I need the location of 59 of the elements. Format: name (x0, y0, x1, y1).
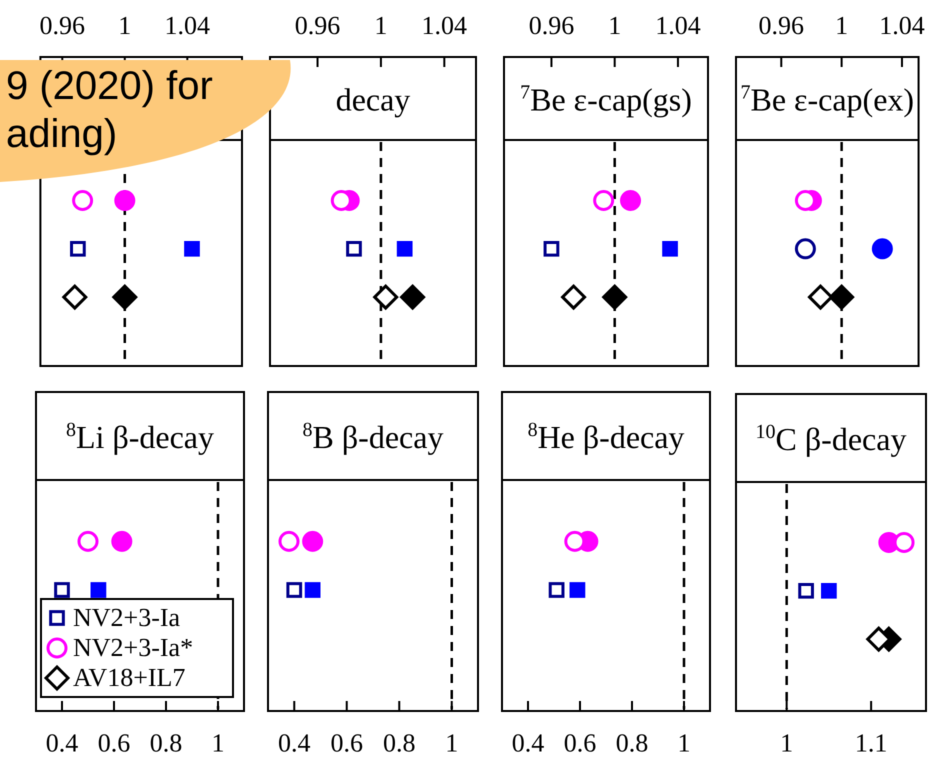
point (808, 284, 833, 310)
legend-label: NV2+3-Ia* (73, 632, 194, 662)
x-tick-label: 0.6 (330, 728, 363, 757)
point (821, 582, 837, 599)
x-tick-label: 1 (835, 11, 848, 40)
point (396, 240, 413, 257)
x-tick-label: 1.1 (854, 728, 888, 757)
point (78, 530, 98, 552)
x-tick-label: 1 (780, 728, 794, 757)
x-tick-label: 1.04 (164, 11, 210, 40)
point (184, 240, 200, 257)
point (111, 530, 132, 552)
point (114, 190, 136, 211)
x-tick-label: 1 (212, 728, 224, 757)
point (570, 582, 586, 598)
x-tick-label: 1 (608, 11, 622, 40)
legend-label: NV2+3-Ia (73, 602, 181, 632)
x-tick-label: 0.8 (616, 728, 648, 757)
point (544, 240, 560, 257)
x-tick-label: 0.8 (383, 728, 416, 757)
x-tick-label: 1.04 (655, 11, 701, 40)
point (829, 284, 854, 310)
x-tick-label: 1 (445, 728, 458, 757)
point (70, 240, 86, 257)
annotation: ading) (6, 111, 118, 158)
point (90, 582, 106, 598)
point (112, 284, 138, 310)
point (72, 190, 94, 211)
x-tick-label: 1 (678, 728, 690, 757)
point (794, 238, 816, 260)
point (373, 284, 398, 310)
point (662, 240, 678, 257)
point (54, 582, 70, 598)
chart-title: decay (336, 82, 410, 118)
point (62, 284, 88, 310)
x-tick-label: 0.96 (294, 11, 340, 40)
x-tick-label: 1 (118, 11, 132, 40)
point (346, 240, 362, 257)
x-tick-label: 1.04 (422, 11, 468, 40)
x-tick-label: 0.4 (512, 728, 544, 757)
x-tick-label: 0.96 (528, 11, 574, 40)
x-tick-label: 0.96 (40, 11, 86, 40)
point (400, 284, 426, 310)
x-tick-label: 0.6 (564, 728, 596, 757)
point (872, 238, 893, 260)
x-tick-label: 0.6 (98, 728, 130, 757)
x-tick-label: 1.04 (879, 11, 925, 40)
x-tick-label: 0.8 (150, 728, 182, 757)
point (620, 190, 642, 211)
point (561, 284, 586, 310)
point (548, 582, 564, 598)
point (798, 582, 814, 599)
point (602, 284, 628, 310)
x-tick-label: 0.4 (278, 728, 310, 757)
legend-label: AV18+IL7 (73, 662, 186, 692)
x-tick-label: 0.96 (758, 11, 804, 40)
x-tick-label: 1 (374, 11, 388, 40)
point (593, 190, 614, 211)
x-tick-label: 0.4 (46, 728, 78, 757)
